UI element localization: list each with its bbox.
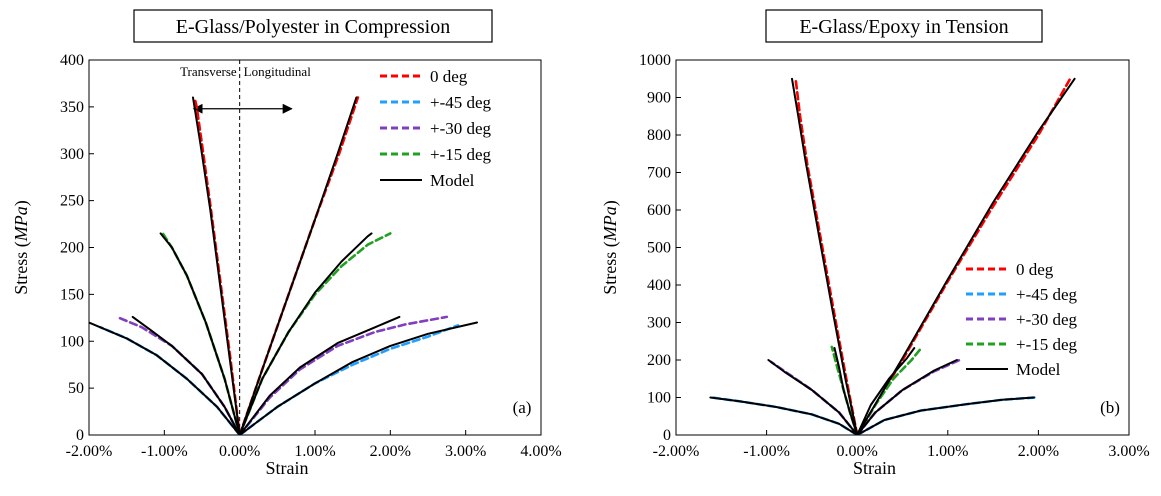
series-model-branch-6 (89, 321, 241, 435)
series-30-deg-branch-0 (117, 316, 241, 435)
series-model-branch-7 (238, 321, 478, 435)
series-model-branch-1 (238, 96, 358, 435)
y-tick-label: 250 (60, 193, 84, 210)
series-model-branch-1 (856, 77, 1076, 435)
y-tick-label: 1000 (639, 52, 671, 69)
title-box (765, 9, 1043, 43)
transverse-label: Transverse (180, 64, 237, 79)
legend-label: +-45 deg (430, 93, 492, 112)
y-tick-label: 50 (68, 380, 84, 397)
panel-label: (a) (513, 398, 532, 417)
y-tick-label: 350 (60, 99, 84, 116)
y-axis-label-suffix: ) (600, 200, 621, 206)
x-tick-label: -2.00% (66, 443, 113, 460)
y-tick-label: 200 (647, 352, 671, 369)
y-tick-label: 500 (647, 240, 671, 257)
series-model-branch-6 (709, 396, 859, 435)
y-tick-label: 400 (647, 277, 671, 294)
series-model-branch-7 (856, 396, 1035, 435)
longitudinal-label: Longitudinal (244, 64, 312, 79)
legend-label: Model (430, 171, 475, 190)
series-model-branch-0 (791, 77, 859, 435)
x-tick-label: -1.00% (743, 443, 790, 460)
y-axis-label: Stress (MPa) (11, 200, 32, 295)
x-tick-label: 3.00% (1108, 443, 1149, 460)
legend-label: Model (1016, 360, 1061, 379)
series-model-branch-3 (856, 359, 958, 435)
series-model-branch-5 (856, 347, 916, 435)
y-tick-label: 0 (76, 427, 84, 444)
y-tick-label: 900 (647, 90, 671, 107)
series-30-deg-branch-1 (238, 315, 449, 435)
y-tick-label: 100 (647, 390, 671, 407)
y-axis-label-suffix: ) (11, 200, 32, 206)
x-tick-label: 1.00% (927, 443, 968, 460)
series-model-branch-4 (833, 347, 859, 435)
legend-label: +-30 deg (430, 119, 492, 138)
x-tick-label: -1.00% (141, 443, 188, 460)
x-tick-label: 0.00% (837, 443, 878, 460)
series-model-branch-2 (767, 359, 859, 435)
series-model-branch-5 (238, 315, 401, 435)
series-model-branch-3 (238, 232, 373, 435)
x-tick-label: 3.00% (445, 443, 486, 460)
y-tick-label: 700 (647, 165, 671, 182)
y-tick-label: 150 (60, 286, 84, 303)
title-box (133, 9, 493, 43)
x-tick-label: 2.00% (1018, 443, 1059, 460)
y-tick-label: 0 (663, 427, 671, 444)
series-45-deg-branch-0 (710, 396, 859, 435)
y-tick-label: 600 (647, 202, 671, 219)
x-tick-label: 0.00% (219, 443, 260, 460)
y-axis-label-prefix: Stress ( (11, 241, 32, 295)
x-axis-label: Strain (853, 458, 896, 478)
plot-frame (88, 59, 542, 436)
legend-label: +-30 deg (1016, 310, 1078, 329)
y-tick-label: 300 (60, 146, 84, 163)
y-tick-label: 100 (60, 333, 84, 350)
legend-label: +-15 deg (1016, 335, 1078, 354)
y-tick-label: 800 (647, 127, 671, 144)
legend-label: 0 deg (1016, 260, 1054, 279)
y-tick-label: 300 (647, 315, 671, 332)
y-axis-label: Stress (MPa) (600, 200, 621, 295)
y-axis-label-unit: MPa (11, 206, 31, 242)
panel-label: (b) (1100, 398, 1120, 417)
chart-title: E-Glass/Epoxy in Tension (799, 16, 1008, 38)
series-curves (709, 77, 1076, 435)
y-tick-label: 400 (60, 52, 84, 69)
y-axis-label-unit: MPa (600, 206, 620, 242)
series-30-deg-branch-1 (855, 358, 961, 435)
x-tick-label: 4.00% (520, 443, 561, 460)
y-tick-label: 200 (60, 240, 84, 257)
legend-label: +-45 deg (1016, 285, 1078, 304)
legend: 0 deg +-45 deg +-30 deg +-15 deg Model (966, 260, 1078, 379)
plot-frame (675, 59, 1130, 436)
series-model-branch-0 (192, 96, 241, 435)
legend-label: +-15 deg (430, 145, 492, 164)
series-curves (89, 96, 478, 435)
series-model-branch-2 (159, 232, 241, 435)
legend-label: 0 deg (430, 67, 468, 86)
chart-a: E-Glass/Polyester in Compression 0 50 100 15… (11, 9, 562, 478)
series-45-deg-branch-1 (855, 396, 1037, 435)
x-axis-label: Strain (266, 458, 309, 478)
x-tick-label: 2.00% (370, 443, 411, 460)
chart-b: E-Glass/Epoxy in Tension 0 100 200 300 400 500… (600, 9, 1150, 478)
x-tick-label: 1.00% (294, 443, 335, 460)
series-model-branch-4 (131, 315, 241, 435)
legend: 0 deg +-45 deg +-30 deg +-15 deg Model (380, 67, 492, 190)
chart-title: E-Glass/Polyester in Compression (176, 16, 450, 38)
x-tick-label: -2.00% (653, 443, 700, 460)
series-0-deg-branch-0 (794, 77, 859, 435)
y-axis-label-prefix: Stress ( (600, 241, 621, 295)
